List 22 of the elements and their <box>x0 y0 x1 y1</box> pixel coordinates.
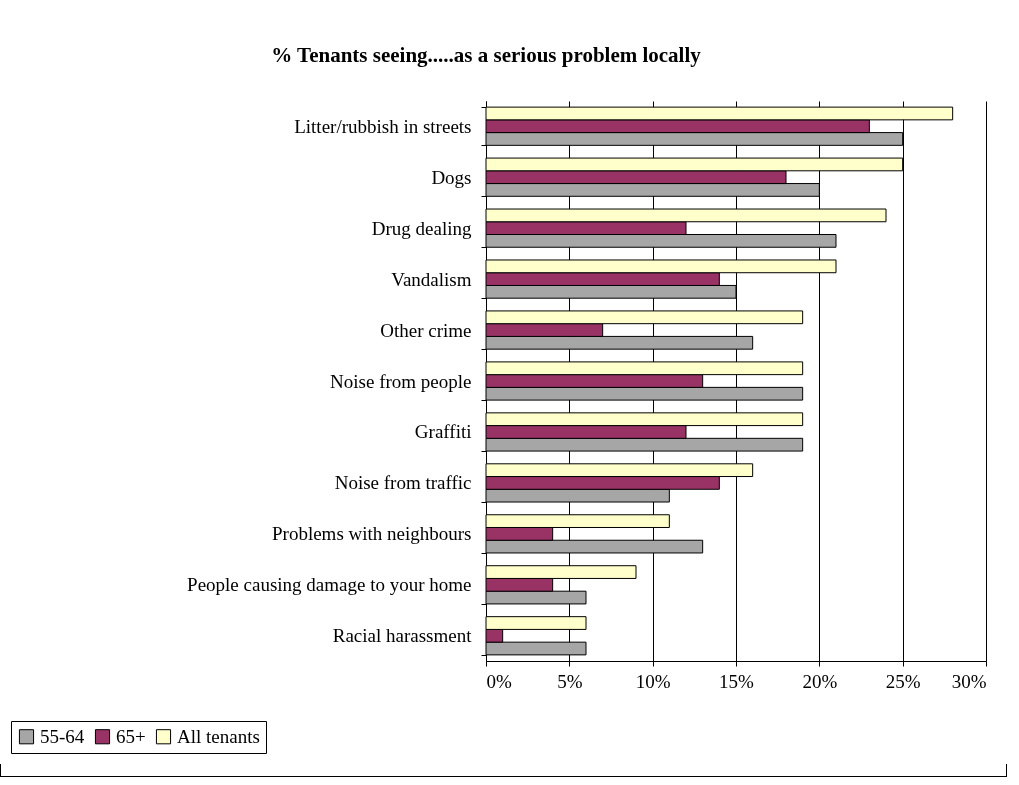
y-tick-label: Racial harassment <box>332 625 473 647</box>
y-tick-label: People causing damage to your home <box>187 574 472 596</box>
y-tick-label: Noise from people <box>330 370 472 392</box>
chart-title: % Tenants seeing.....as a serious problem locally <box>271 43 702 67</box>
x-tick-label: 20% <box>802 670 838 692</box>
legend-label: 55-64 <box>40 725 85 747</box>
y-tick-label: Graffiti <box>414 421 472 443</box>
x-tick-label: 10% <box>635 670 671 692</box>
x-tick-label: 15% <box>719 670 755 692</box>
y-tick-label: Problems with neighbours <box>272 523 472 545</box>
y-tick-label: Other crime <box>380 319 472 341</box>
y-tick-label: Drug dealing <box>371 217 472 239</box>
y-tick-label: Noise from traffic <box>334 472 472 494</box>
legend-label: All tenants <box>177 725 260 747</box>
y-tick-label: Litter/rubbish in streets <box>294 115 472 137</box>
x-tick-label: 0% <box>486 670 512 692</box>
y-tick-label: Vandalism <box>391 268 472 290</box>
x-tick-label: 30% <box>951 670 987 692</box>
y-tick-label: Dogs <box>431 166 472 188</box>
x-tick-label: 25% <box>885 670 921 692</box>
legend-label: 65+ <box>116 725 146 747</box>
x-tick-label: 5% <box>557 670 583 692</box>
